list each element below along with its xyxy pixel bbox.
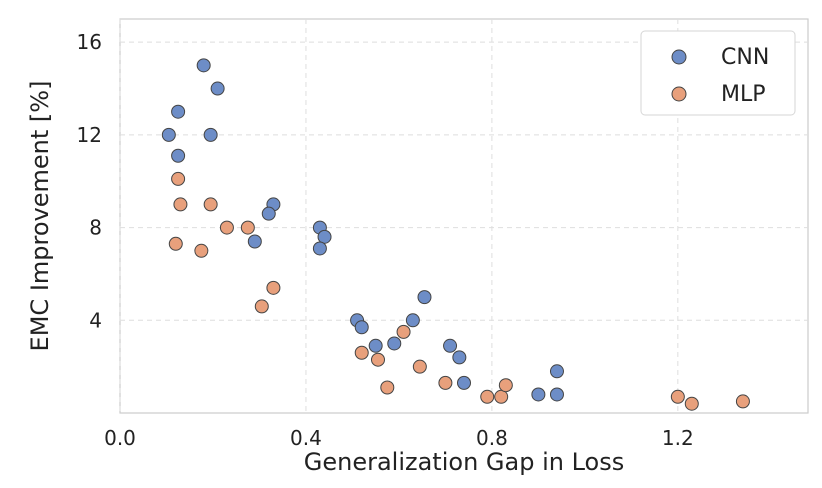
legend-label-cnn: CNN [721, 45, 769, 70]
data-point-mlp [203, 197, 218, 212]
data-point-cnn [549, 387, 564, 402]
data-point-mlp [735, 394, 750, 409]
data-point-mlp [670, 389, 685, 404]
data-point-cnn [457, 375, 471, 390]
data-point-mlp [480, 389, 495, 404]
data-point-cnn [312, 241, 327, 256]
data-point-mlp [438, 375, 453, 390]
data-point-cnn [171, 104, 186, 119]
data-point-cnn [531, 387, 546, 402]
data-point-cnn [196, 58, 211, 73]
data-point-mlp [684, 396, 699, 411]
legend: CNN MLP [640, 30, 796, 116]
data-point-cnn [452, 350, 467, 365]
legend-box [640, 30, 796, 116]
data-point-cnn [417, 290, 432, 305]
data-point-mlp [380, 380, 395, 395]
data-point-cnn [387, 336, 402, 351]
data-point-cnn [354, 320, 369, 335]
data-point-cnn [161, 127, 176, 142]
tick-labels: 0.0 0.4 0.8 1.2 4 8 12 16 [77, 30, 694, 450]
data-point-cnn [443, 338, 458, 353]
data-point-mlp [219, 220, 234, 235]
data-point-mlp [498, 378, 513, 393]
legend-label-mlp: MLP [721, 82, 766, 107]
data-point-mlp [171, 171, 186, 186]
data-point-cnn [210, 81, 225, 96]
data-point-mlp [354, 345, 369, 360]
data-point-mlp [412, 359, 427, 374]
y-tick-label: 4 [89, 308, 102, 332]
data-point-cnn [317, 229, 332, 244]
data-point-mlp [240, 220, 255, 235]
data-point-cnn [171, 148, 186, 163]
data-point-mlp [168, 236, 183, 251]
data-point-mlp [266, 280, 281, 295]
data-point-cnn [405, 313, 420, 328]
data-point-mlp [371, 352, 385, 367]
x-axis-label: Generalization Gap in Loss [304, 448, 624, 476]
data-point-cnn [549, 364, 564, 379]
data-point-mlp [173, 197, 188, 212]
data-point-cnn [368, 338, 383, 353]
data-point-mlp [494, 389, 509, 404]
x-tick-label: 0.8 [476, 426, 508, 450]
data-point-mlp [254, 299, 269, 314]
y-tick-label: 12 [77, 123, 102, 147]
y-tick-label: 16 [77, 30, 102, 54]
y-axis-label: EMC Improvement [%] [26, 81, 54, 352]
data-point-mlp [194, 243, 209, 258]
x-tick-label: 0.4 [290, 426, 322, 450]
data-point-mlp [396, 324, 411, 339]
y-tick-label: 8 [89, 216, 102, 240]
x-tick-label: 1.2 [662, 426, 694, 450]
x-tick-label: 0.0 [104, 426, 136, 450]
data-point-cnn [203, 127, 218, 142]
data-point-cnn [261, 206, 276, 221]
legend-marker-cnn [671, 49, 687, 65]
data-point-cnn [247, 234, 262, 249]
data-points [161, 58, 750, 411]
legend-marker-mlp [671, 86, 687, 102]
